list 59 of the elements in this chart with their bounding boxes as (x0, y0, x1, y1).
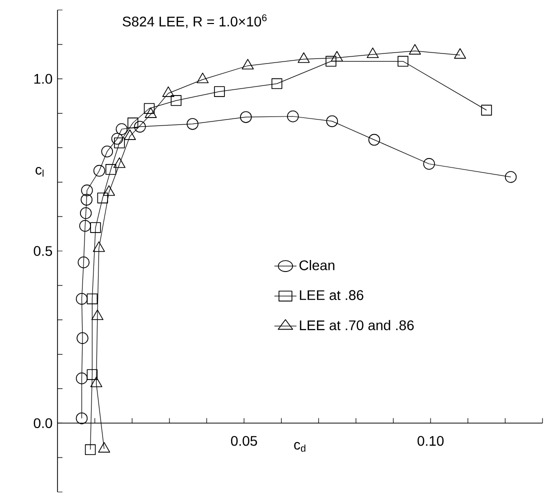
y-axis-title: c$_{l}$ (36, 166, 44, 177)
point (102, 185, 115, 196)
point (186, 118, 198, 130)
x-tick-label: 0.10 (418, 436, 444, 446)
legend-label: Clean (299, 260, 334, 270)
point (504, 171, 517, 183)
legend-label: LEE at .86 (300, 290, 364, 300)
point (454, 48, 466, 59)
point (366, 48, 379, 58)
point (196, 72, 209, 84)
chart-title: S824 LEE, R = 1.0×10$^{6}$ (122, 14, 267, 28)
point (287, 110, 299, 122)
point (80, 207, 92, 220)
point (97, 192, 108, 204)
point (84, 444, 96, 456)
point (144, 103, 155, 114)
point (162, 86, 174, 97)
point (368, 134, 380, 146)
point (124, 129, 136, 140)
point (114, 138, 125, 148)
point (101, 146, 113, 158)
point (93, 164, 106, 177)
point (98, 442, 110, 453)
y-tick-label: 1.0 (34, 74, 52, 84)
point (76, 332, 88, 344)
point (86, 293, 98, 304)
x-axis-title: c$_{d}$ (294, 442, 306, 452)
point (111, 132, 124, 145)
point (80, 194, 92, 206)
point (76, 292, 88, 305)
point (398, 56, 408, 67)
point (78, 256, 90, 268)
point (481, 104, 492, 116)
point (326, 115, 338, 128)
point (326, 56, 336, 67)
point (242, 58, 254, 70)
point (105, 164, 116, 175)
point (330, 50, 343, 62)
point (91, 310, 104, 320)
legend-label: LEE at .70 and .86 (300, 320, 414, 330)
point (134, 120, 146, 133)
point (90, 222, 101, 233)
point (144, 107, 157, 118)
point (408, 44, 421, 55)
point (240, 111, 252, 123)
point (423, 158, 435, 170)
point (214, 86, 225, 97)
point (90, 376, 102, 388)
point (113, 157, 126, 168)
point (79, 220, 91, 232)
point (271, 78, 282, 90)
x-tick-label: 0.05 (231, 436, 258, 446)
point (298, 52, 310, 63)
point (76, 412, 88, 424)
point (92, 241, 105, 252)
y-tick-label: 0.0 (34, 418, 52, 428)
y-tick-label: 0.5 (34, 246, 52, 256)
point (170, 95, 182, 106)
point (81, 184, 93, 196)
